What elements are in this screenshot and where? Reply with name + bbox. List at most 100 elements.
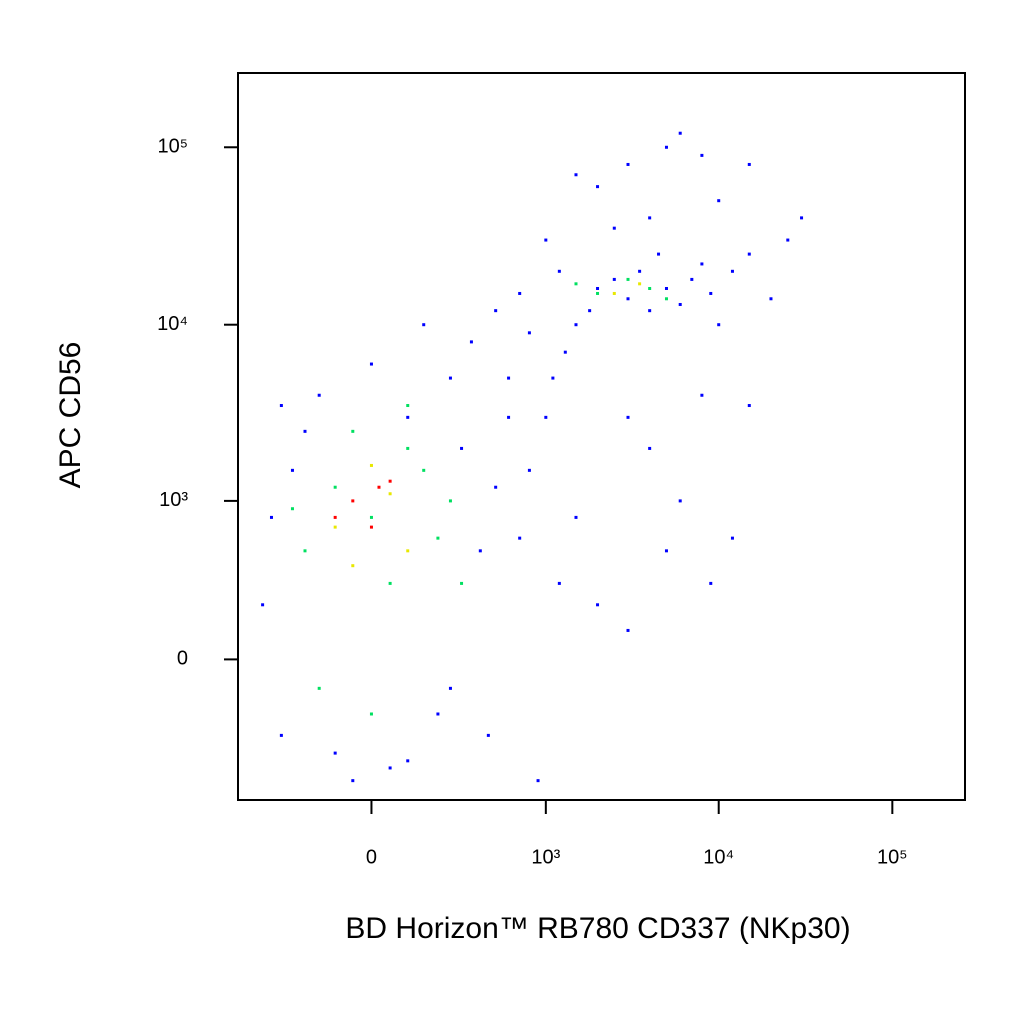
point bbox=[574, 173, 578, 177]
point bbox=[460, 446, 464, 450]
point bbox=[626, 415, 630, 419]
point bbox=[518, 291, 522, 295]
point bbox=[290, 507, 294, 511]
point bbox=[303, 549, 307, 553]
point bbox=[638, 269, 642, 273]
point bbox=[596, 603, 600, 607]
x-tick-label: 10³ bbox=[531, 846, 560, 868]
point bbox=[351, 564, 355, 568]
point bbox=[574, 323, 578, 327]
point bbox=[626, 162, 630, 166]
point bbox=[648, 216, 652, 220]
point bbox=[448, 376, 452, 380]
point bbox=[486, 733, 490, 737]
point bbox=[574, 515, 578, 519]
point bbox=[664, 297, 668, 301]
point bbox=[460, 581, 464, 585]
point bbox=[369, 712, 373, 716]
point bbox=[436, 712, 440, 716]
x-tick-label: 0 bbox=[366, 846, 377, 868]
point bbox=[557, 581, 561, 585]
y-axis-label: APC CD56 bbox=[54, 342, 87, 489]
x-axis-label: BD Horizon™ RB780 CD337 (NKp30) bbox=[345, 912, 850, 945]
point bbox=[494, 309, 498, 313]
point bbox=[596, 291, 600, 295]
point bbox=[333, 485, 337, 489]
point bbox=[369, 515, 373, 519]
plot-frame bbox=[237, 72, 966, 801]
point bbox=[747, 404, 751, 408]
point bbox=[518, 536, 522, 540]
point bbox=[351, 779, 355, 783]
point bbox=[478, 549, 482, 553]
point bbox=[648, 446, 652, 450]
point bbox=[690, 277, 694, 281]
point bbox=[406, 415, 410, 419]
point bbox=[317, 393, 321, 397]
point bbox=[626, 297, 630, 301]
point bbox=[333, 525, 337, 529]
point bbox=[422, 468, 426, 472]
point bbox=[527, 468, 531, 472]
point bbox=[351, 429, 355, 433]
point bbox=[333, 515, 337, 519]
point bbox=[290, 468, 294, 472]
point bbox=[648, 286, 652, 290]
point bbox=[269, 515, 273, 519]
point bbox=[377, 485, 381, 489]
point bbox=[507, 415, 511, 419]
point bbox=[747, 252, 751, 256]
point bbox=[527, 331, 531, 335]
point bbox=[333, 751, 337, 755]
point bbox=[596, 286, 600, 290]
point bbox=[678, 499, 682, 503]
point bbox=[700, 153, 704, 157]
point bbox=[406, 404, 410, 408]
point bbox=[800, 216, 804, 220]
point bbox=[664, 145, 668, 149]
y-tick-label: 10⁴ bbox=[157, 313, 188, 335]
point bbox=[494, 485, 498, 489]
point bbox=[678, 131, 682, 135]
point bbox=[369, 463, 373, 467]
point bbox=[551, 376, 555, 380]
point bbox=[730, 269, 734, 273]
point bbox=[700, 262, 704, 266]
point bbox=[388, 581, 392, 585]
point bbox=[626, 277, 630, 281]
y-tick-label: 10⁵ bbox=[157, 136, 188, 158]
point bbox=[769, 297, 773, 301]
point bbox=[638, 282, 642, 286]
point bbox=[626, 628, 630, 632]
point bbox=[664, 286, 668, 290]
point bbox=[717, 323, 721, 327]
point bbox=[279, 404, 283, 408]
point bbox=[406, 759, 410, 763]
point bbox=[261, 603, 265, 607]
point bbox=[709, 291, 713, 295]
point bbox=[536, 779, 540, 783]
point bbox=[747, 162, 751, 166]
point bbox=[388, 766, 392, 770]
point bbox=[317, 686, 321, 690]
point bbox=[657, 252, 661, 256]
point bbox=[544, 238, 548, 242]
point bbox=[717, 199, 721, 203]
x-tick-label: 10⁴ bbox=[703, 846, 734, 868]
point bbox=[406, 446, 410, 450]
point bbox=[678, 302, 682, 306]
point bbox=[448, 499, 452, 503]
point bbox=[448, 686, 452, 690]
point bbox=[436, 536, 440, 540]
point bbox=[406, 549, 410, 553]
x-tick-label: 10⁵ bbox=[877, 846, 908, 868]
point bbox=[422, 323, 426, 327]
point bbox=[648, 309, 652, 313]
point bbox=[612, 226, 616, 230]
point bbox=[730, 536, 734, 540]
point bbox=[557, 269, 561, 273]
point bbox=[351, 499, 355, 503]
point bbox=[563, 350, 567, 354]
point bbox=[279, 733, 283, 737]
